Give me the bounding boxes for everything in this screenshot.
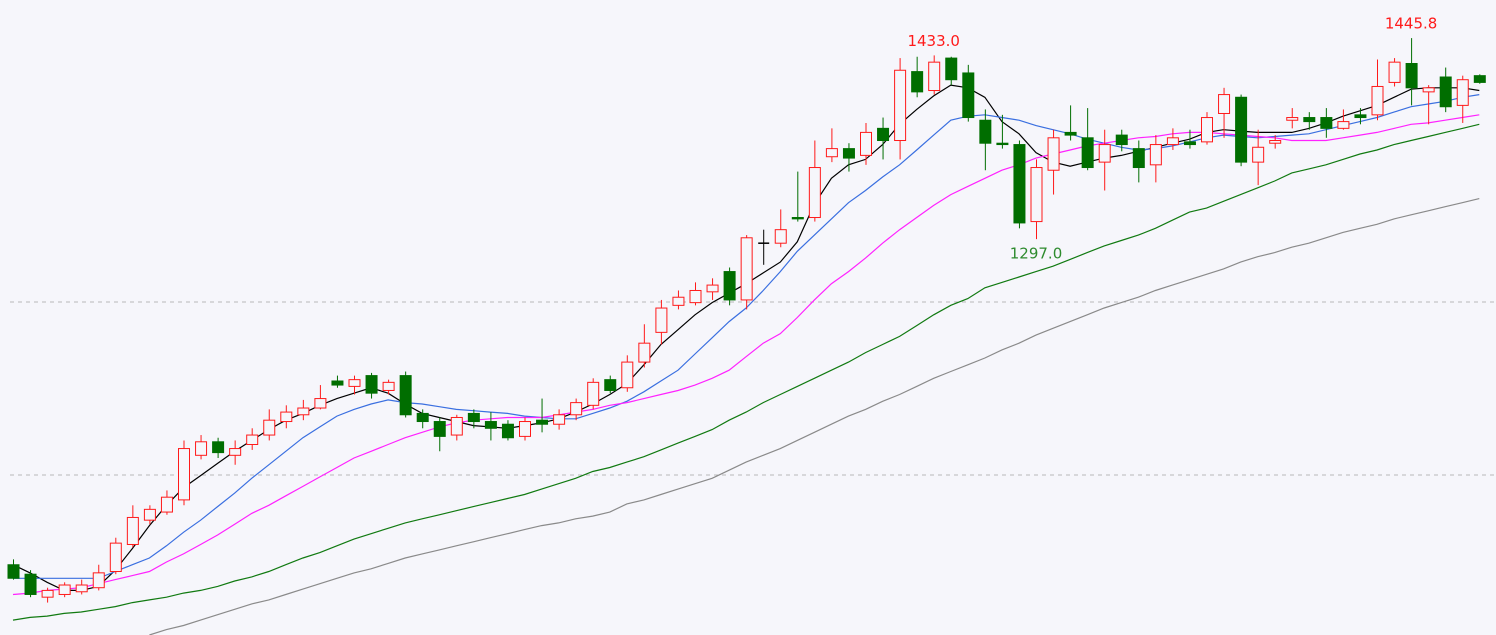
candle-body [1252,146,1265,163]
ma-line [12,123,1480,621]
candle-body [945,57,958,81]
candle-body [280,411,293,423]
candle-body [638,342,651,363]
candle-body [1354,114,1367,119]
candle-body [519,421,531,437]
candle-body [911,71,924,93]
candle-body [195,441,208,456]
candle-body [1183,141,1196,146]
candle-body [1439,76,1452,108]
candle-body [1218,94,1231,114]
candle-body [246,434,259,445]
ma-line [149,198,1480,635]
candle-body [1149,144,1162,166]
candle-body [1371,85,1384,116]
candle-body [41,589,54,598]
candle-body [979,119,992,144]
candle-body [501,423,514,439]
candle-body [962,72,975,119]
candle-body [416,412,429,423]
candle-body [1303,117,1316,123]
candle-body [1320,117,1333,129]
price-annotation: 1297.0 [1010,245,1063,263]
candle-body [1047,137,1060,171]
candle-body [1030,167,1043,223]
candle-body [1064,131,1077,136]
candle-body [24,573,37,595]
candle-body [1456,79,1469,106]
candle-body [1013,144,1026,224]
candle-body [1235,96,1248,163]
candle-body [604,379,617,391]
candle-body [1405,63,1418,89]
candle-body [740,237,753,301]
candle-body [229,448,242,456]
candle-body [723,271,736,301]
candle-body [808,167,821,219]
candle-body [1286,117,1299,121]
candle-body [1132,148,1145,169]
candle-body [536,419,549,425]
candle-body [928,61,941,92]
candle-body [160,496,173,513]
candle-body [314,398,327,409]
candle-body [774,229,787,244]
candle-body [553,414,566,425]
candle-body [92,572,105,589]
candle-body [706,284,719,293]
candle-body [1081,137,1094,169]
ma-line [12,114,1480,596]
candle-body [996,142,1009,146]
candle-body [109,542,122,573]
candle-body [672,296,685,306]
candle-body [877,127,890,142]
candle-body [621,361,634,389]
candle-body [399,375,412,416]
candle-body [126,516,139,545]
price-annotation: 1445.8 [1385,15,1438,33]
candle-body [297,407,310,416]
candle-body [382,381,395,391]
candle-body [655,307,668,333]
candle-body [1473,75,1486,83]
candle-body [791,217,804,220]
candle-body [842,148,855,159]
candle-body [570,402,583,416]
candle-body [1201,117,1213,143]
candle-body [1388,61,1401,83]
ma-line [13,94,1480,579]
candle-body [894,69,907,142]
price-annotation: 1433.0 [907,32,960,50]
candle-body [143,508,156,521]
candle-body [689,289,702,304]
candle-body [450,416,463,436]
candle-body [1098,144,1111,163]
candle-body [860,131,872,156]
candle-body [587,381,600,406]
candle-body [825,148,838,158]
candle-body [1115,134,1128,146]
candle-body [212,441,225,454]
candle-body [365,375,378,394]
candle-body [331,380,344,386]
candle-body [1337,121,1350,129]
candle-body [484,421,497,429]
candle-body [433,421,446,437]
candle-body [467,412,480,423]
candle-body [7,564,20,579]
candle-body [1269,140,1282,144]
candle-body [178,448,190,501]
candle-body [1422,87,1435,93]
candle-body [58,584,71,595]
candle-body [75,584,88,593]
candle-body [263,419,276,436]
candle-body [1166,137,1179,146]
candle-body [348,379,361,387]
